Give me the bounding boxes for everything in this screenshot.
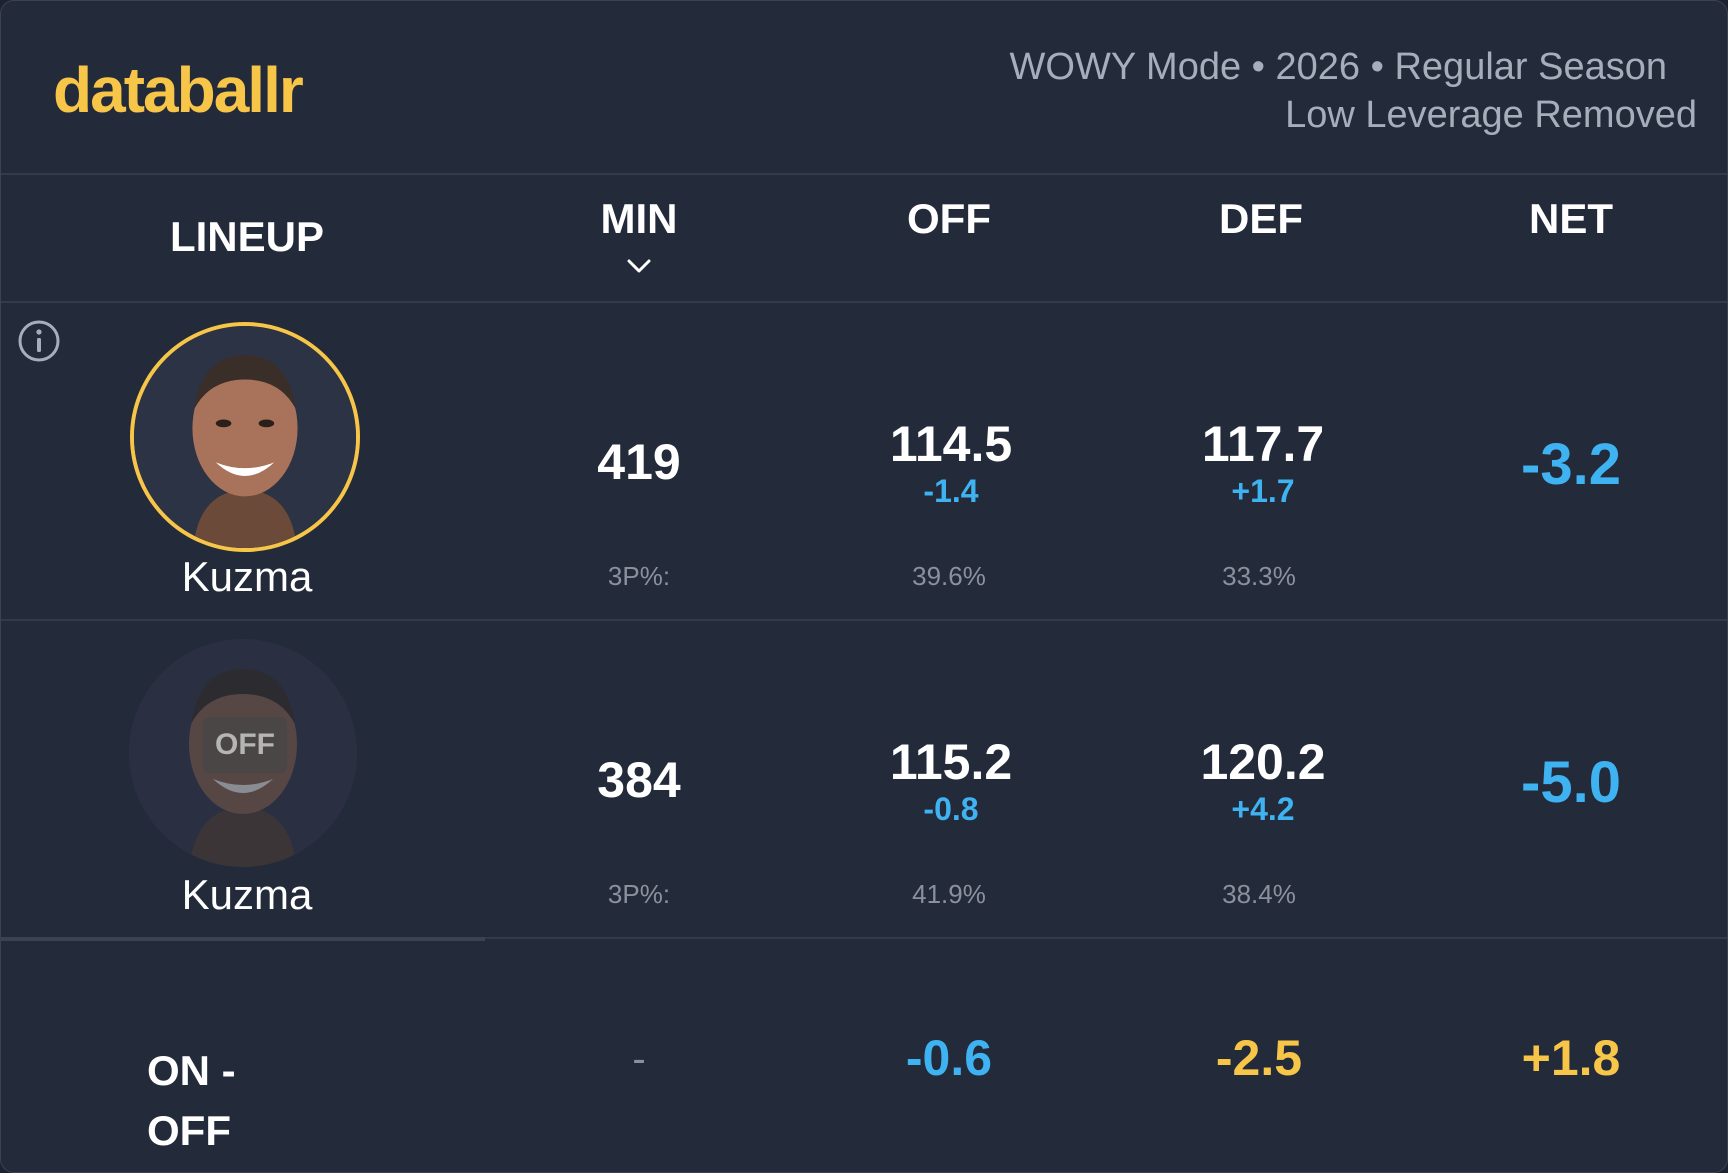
player-headshot-icon (129, 639, 357, 867)
info-icon[interactable] (17, 319, 61, 363)
off-delta: -0.8 (923, 791, 979, 827)
column-headers: LINEUP MIN OFF DEF NET (1, 175, 1727, 303)
net-number: -5.0 (1521, 750, 1621, 815)
player-headshot-icon (134, 326, 356, 548)
on-off-off: -0.6 (905, 1030, 993, 1086)
on-off-def: -2.5 (1215, 1030, 1303, 1086)
off-3p: 39.6% (819, 561, 1079, 592)
databallr-logo[interactable]: databallr (53, 54, 304, 126)
net-rating: -3.2 (1441, 431, 1701, 498)
def-3p: 38.4% (1129, 879, 1389, 910)
off-rating: 114.5 -1.4 (821, 415, 1081, 510)
chevron-down-icon[interactable] (619, 255, 659, 279)
def-3p-text: 38.4% (1222, 879, 1296, 909)
header-off[interactable]: OFF (907, 195, 991, 242)
net-rating: -5.0 (1441, 749, 1701, 816)
threep-label-text: 3P%: (607, 561, 671, 591)
def-number: 120.2 (1200, 734, 1326, 790)
threep-label: 3P%: (509, 561, 769, 592)
min-number: 419 (597, 434, 681, 490)
off-badge: OFF (203, 717, 287, 773)
def-number: 117.7 (1201, 416, 1325, 472)
off-3p-text: 41.9% (912, 879, 986, 909)
off-3p-text: 39.6% (912, 561, 986, 591)
lineup-row-on: Kuzma 419 3P%: 114.5 -1.4 39.6% 117.7 +1… (1, 303, 1727, 621)
on-off-label: ON - OFF (147, 1041, 307, 1161)
card-header: databallr WOWY Mode • 2026 • Regular Sea… (1, 1, 1727, 175)
on-off-label-line1: ON - (147, 1047, 236, 1094)
player-avatar-off[interactable]: OFF (129, 639, 357, 867)
off-number: 114.5 (889, 416, 1013, 472)
min-value: 419 (509, 433, 769, 491)
def-rating: 120.2 +4.2 (1133, 733, 1393, 828)
player-name[interactable]: Kuzma (181, 553, 313, 600)
on-off-label-line2: OFF (147, 1107, 231, 1154)
header-def[interactable]: DEF (1219, 195, 1303, 242)
threep-label-text: 3P%: (607, 879, 671, 909)
on-off-row: ON - OFF - -0.6 -2.5 +1.8 (1, 941, 1727, 1172)
min-value: 384 (509, 751, 769, 809)
on-off-net: +1.8 (1521, 1030, 1621, 1086)
divider-accent (1, 937, 485, 941)
player-name[interactable]: Kuzma (181, 871, 313, 918)
off-number: 115.2 (889, 734, 1013, 790)
divider (1, 937, 1727, 939)
off-delta: -1.4 (923, 473, 979, 509)
def-rating: 117.7 +1.7 (1133, 415, 1393, 510)
threep-label: 3P%: (509, 879, 769, 910)
off-3p: 41.9% (819, 879, 1079, 910)
def-3p-text: 33.3% (1222, 561, 1296, 591)
net-number: -3.2 (1521, 432, 1621, 497)
header-lineup[interactable]: LINEUP (169, 213, 324, 260)
def-delta: +4.2 (1231, 791, 1295, 827)
header-net[interactable]: NET (1529, 195, 1613, 242)
def-3p: 33.3% (1129, 561, 1389, 592)
filter-line: Low Leverage Removed (1285, 94, 1697, 136)
mode-info: WOWY Mode • 2026 • Regular Season Low Le… (1010, 43, 1697, 139)
on-off-min: - (632, 1037, 646, 1081)
def-delta: +1.7 (1231, 473, 1295, 509)
header-min[interactable]: MIN (600, 195, 678, 242)
mode-line: WOWY Mode • 2026 • Regular Season (1009, 46, 1667, 88)
min-number: 384 (597, 752, 681, 808)
player-avatar[interactable] (130, 322, 360, 552)
off-rating: 115.2 -0.8 (821, 733, 1081, 828)
lineup-row-off: OFF Kuzma 384 3P%: 115.2 -0.8 41.9% 120.… (1, 621, 1727, 937)
